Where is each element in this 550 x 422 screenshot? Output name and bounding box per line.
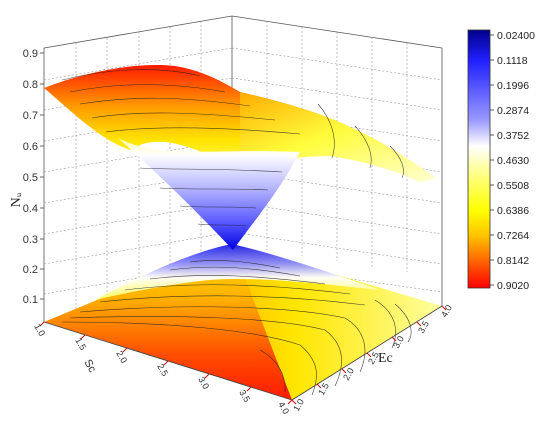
z-tick: 0.4 [23,203,38,215]
x-tick: 1.5 [73,336,88,352]
colorbar-label: 0.1118 [497,55,528,67]
floor-contour-projection [44,244,442,400]
z-axis-ticks: 0.1 0.2 0.3 0.4 0.5 0.6 0.7 0.8 0.9 [23,48,38,306]
colorbar-label: 0.5508 [497,180,529,192]
surface-3d [44,64,436,250]
z-tick: 0.1 [23,294,38,306]
x-tick: 2.0 [114,349,129,365]
y-axis-tickmarks [291,305,447,405]
z-tick: 0.8 [23,79,38,91]
z-axis-label: Nᵤ [9,192,24,207]
floor-top-region [95,244,380,300]
colorbar-label: 0.9020 [497,280,529,292]
y-axis-label: Ec [378,351,393,366]
x-tick: 3.5 [237,388,252,404]
z-tick: 0.2 [23,264,38,276]
z-tick: 0.5 [23,172,38,184]
colorbar-label: 0.7264 [497,230,529,242]
x-axis-label: Sc [81,358,98,376]
z-tick: 0.7 [23,110,38,122]
colorbar: 0.02400 0.1118 0.1996 0.2874 0.3752 0.46… [467,29,535,292]
z-tick: 0.6 [23,141,38,153]
x-axis-tickmarks [39,321,293,405]
colorbar-label: 0.2874 [497,105,529,117]
colorbar-label: 0.3752 [497,130,529,142]
colorbar-label: 0.1996 [497,80,529,92]
y-tick: 4.0 [439,303,454,319]
z-tick: 0.3 [23,234,38,246]
colorbar-label: 0.02400 [497,30,535,42]
z-axis-tickmarks [40,52,44,300]
x-tick: 3.0 [196,375,211,391]
x-tick: 1.0 [32,322,47,338]
x-tick: 2.5 [155,362,170,378]
colorbar-gradient [467,29,491,289]
colorbar-label: 0.8142 [497,255,529,267]
colorbar-label: 0.6386 [497,205,529,217]
surface-right-lobe [240,92,436,182]
surface-funnel [118,138,300,250]
colorbar-label: 0.4630 [497,155,529,167]
y-tick: 3.5 [416,319,431,335]
z-tick: 0.9 [23,48,38,60]
floor-left-region [44,244,292,400]
y-tick: 2.0 [341,366,356,382]
